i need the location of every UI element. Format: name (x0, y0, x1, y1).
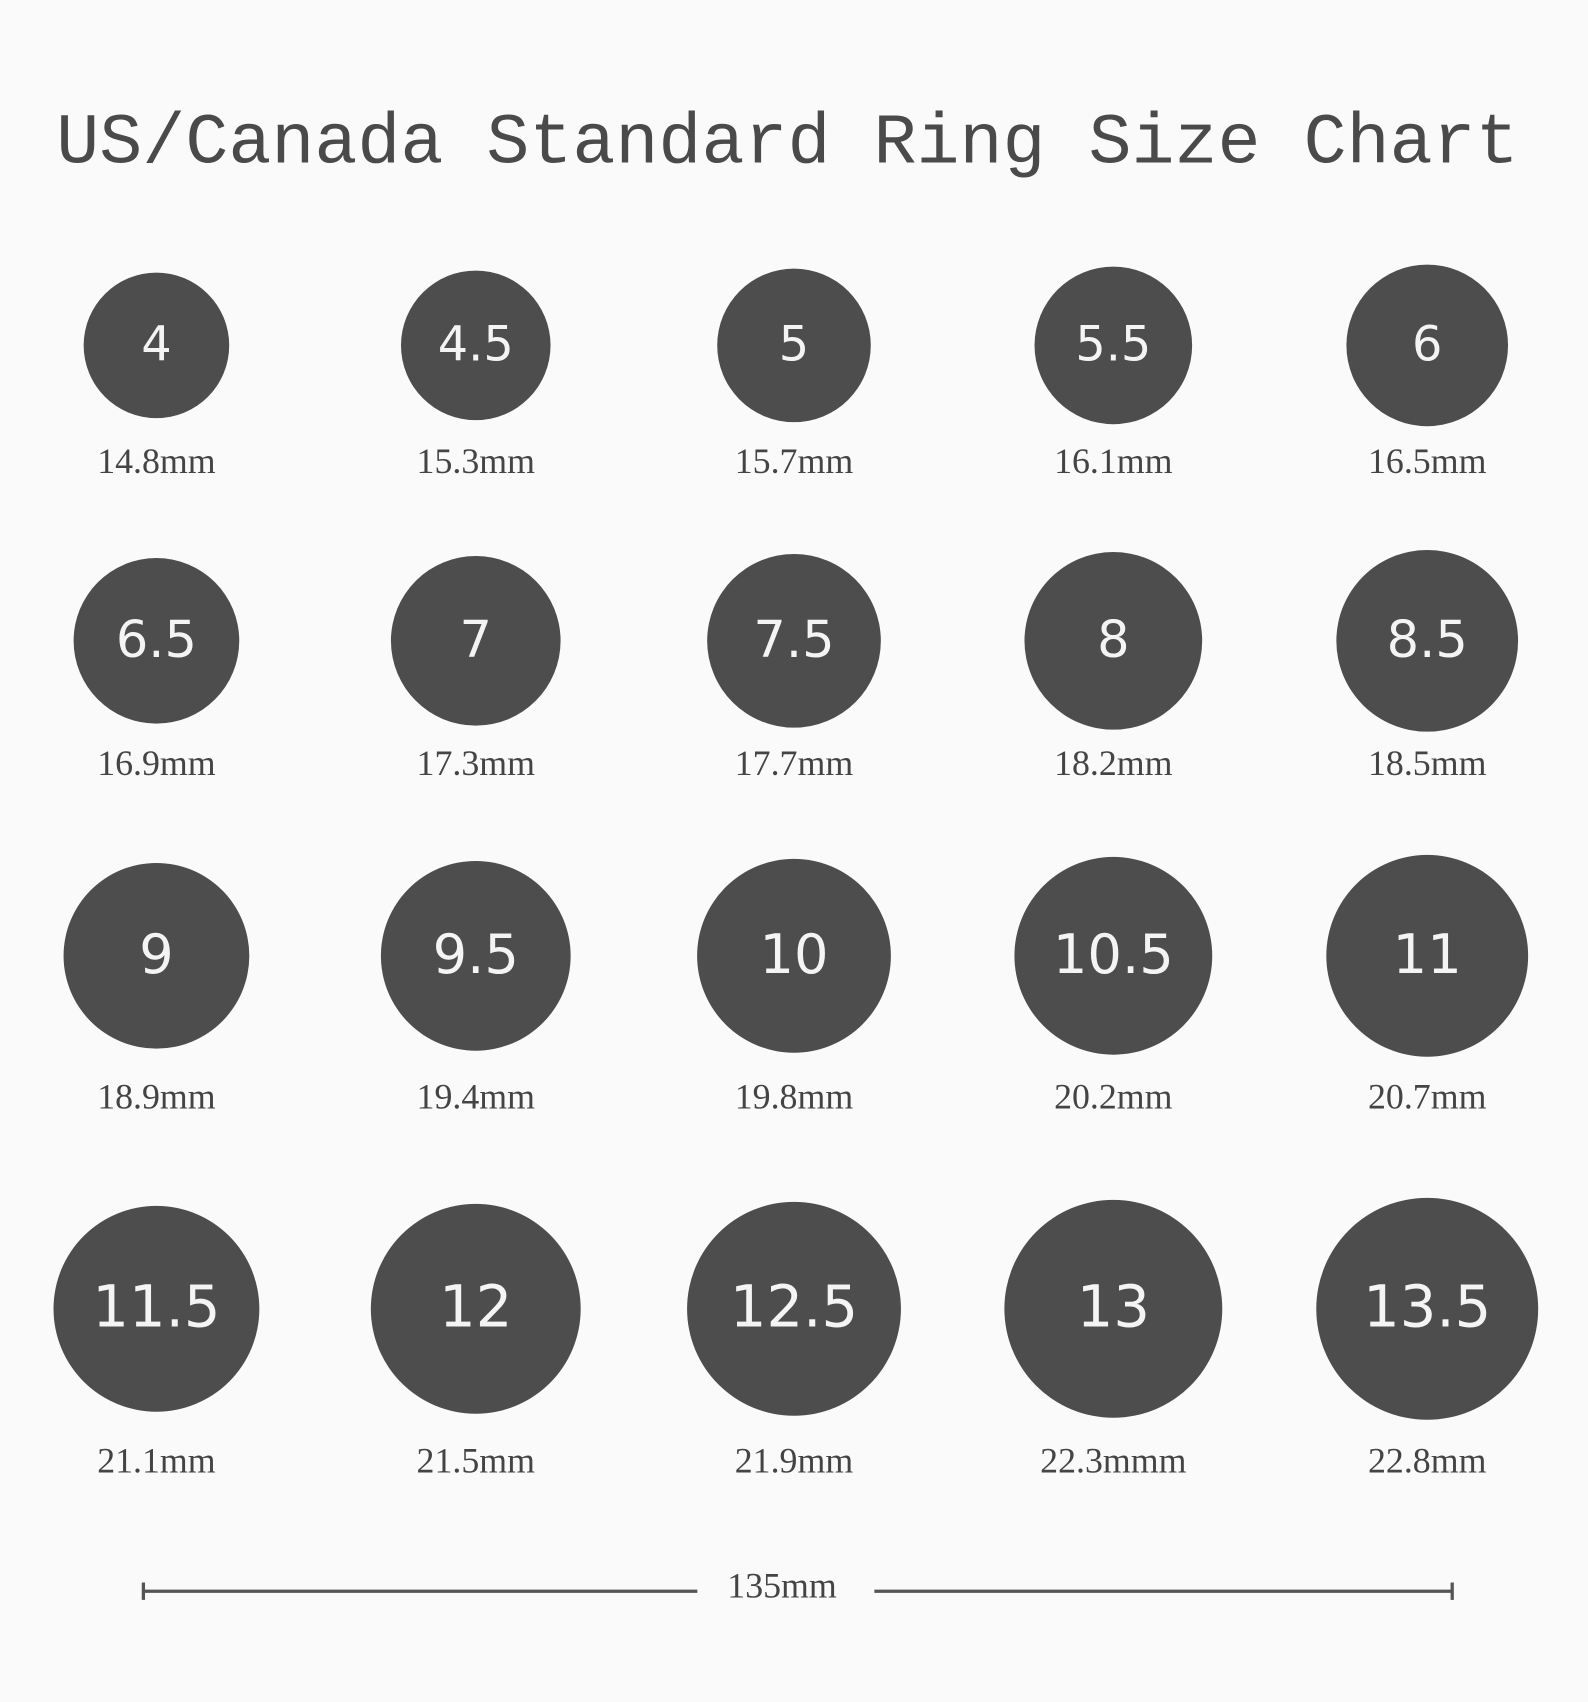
ring-circle (1326, 854, 1529, 1057)
ring-circle (687, 1201, 901, 1416)
ring-diameter: 21.1mm (97, 1440, 216, 1480)
scale-label: 135mm (727, 1565, 837, 1605)
ring-circle (53, 1205, 260, 1412)
ring-size: 6 (1412, 318, 1442, 373)
ring-size: 5 (779, 318, 809, 373)
ring-diameter: 19.8mm (735, 1076, 854, 1116)
ring-size: 7.5 (753, 611, 834, 670)
ring-size: 6.5 (116, 611, 197, 670)
ring-size: 11 (1393, 923, 1462, 986)
ring-size: 11.5 (92, 1274, 220, 1341)
ring-circle (1004, 1199, 1223, 1418)
ring-size: 10 (759, 923, 828, 986)
ring-circle (1034, 266, 1193, 425)
ring-circle (400, 270, 551, 421)
ring-diameter: 16.5mm (1368, 441, 1487, 481)
ring-size: 10.5 (1053, 923, 1174, 986)
ring-circle (1346, 264, 1509, 427)
ring-circle (697, 858, 891, 1053)
ring-size: 8 (1097, 611, 1129, 670)
ring-circle (370, 1203, 581, 1414)
ring-diameter: 21.9mm (735, 1440, 854, 1480)
ring-diameter: 14.8mm (97, 441, 216, 481)
ring-size: 13.5 (1363, 1274, 1491, 1341)
ring-diameter: 22.3mmm (1040, 1440, 1186, 1480)
ring-diameter: 20.2mm (1054, 1076, 1173, 1116)
ring-circle (83, 272, 230, 419)
ring-circle (73, 558, 240, 724)
ring-diameter: 15.3mm (417, 441, 536, 481)
ring-diameter: 19.4mm (417, 1076, 536, 1116)
ring-diameter: 18.9mm (97, 1076, 216, 1116)
ring-size: 12 (439, 1274, 512, 1341)
ring-size: 4 (141, 318, 171, 373)
ring-diameter: 16.1mm (1054, 441, 1173, 481)
ring-diameter: 18.2mm (1054, 743, 1173, 783)
ring-diameter: 17.3mm (417, 743, 536, 783)
ring-size: 5.5 (1075, 318, 1151, 373)
ring-circle (707, 553, 881, 728)
ring-diameter: 20.7mm (1368, 1076, 1487, 1116)
ring-diameter: 18.5mm (1368, 743, 1487, 783)
ring-diameter: 22.8mm (1368, 1440, 1487, 1480)
ring-size: 9 (139, 923, 174, 986)
ring-circle (390, 556, 561, 726)
ring-size: 12.5 (730, 1274, 858, 1341)
ring-diameter: 17.7mm (735, 743, 854, 783)
ring-circle (1336, 549, 1519, 732)
ring-circle (717, 268, 871, 423)
ring-size: 13 (1077, 1274, 1150, 1341)
ring-size: 8.5 (1387, 611, 1468, 670)
ring-diameter: 15.7mm (735, 441, 854, 481)
ring-diameter: 21.5mm (417, 1440, 536, 1480)
title: US/Canada Standard Ring Size Chart (56, 102, 1518, 184)
ring-size: 7 (460, 611, 492, 670)
ring-diameter: 16.9mm (97, 743, 216, 783)
ring-circle (63, 862, 250, 1049)
ring-size: 4.5 (438, 318, 514, 373)
ring-circle (380, 860, 571, 1051)
ring-size: 9.5 (433, 923, 519, 986)
ring-circle (1316, 1197, 1539, 1420)
ring-circle (1014, 856, 1213, 1055)
ring-circle (1024, 551, 1203, 730)
